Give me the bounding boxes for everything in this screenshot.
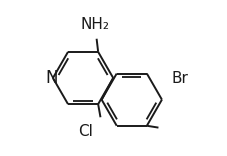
Text: N: N <box>45 69 57 87</box>
Text: Cl: Cl <box>78 124 92 139</box>
Text: Br: Br <box>170 71 187 86</box>
Text: NH₂: NH₂ <box>80 17 109 32</box>
